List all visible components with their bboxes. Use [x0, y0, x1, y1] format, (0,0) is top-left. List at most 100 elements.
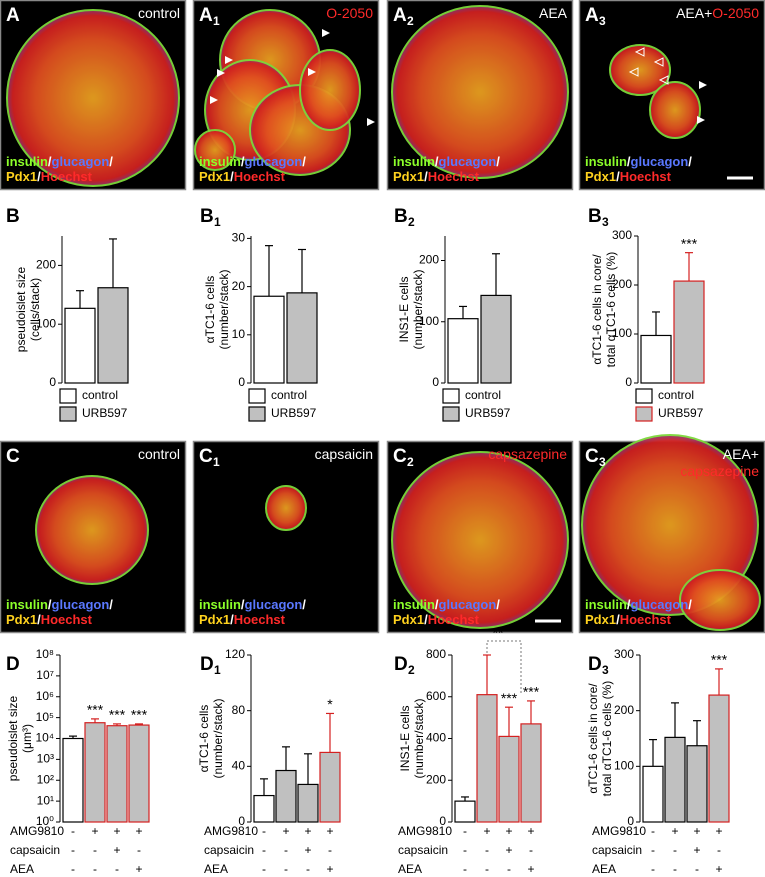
- panel-subscript: 1: [214, 215, 221, 229]
- condition-sign: -: [651, 824, 655, 838]
- condition-sign: -: [284, 862, 288, 876]
- stain-part: glucagon: [439, 597, 497, 612]
- y-tick-label: 80: [232, 703, 246, 717]
- bar: [642, 765, 664, 823]
- condition-sign: +: [135, 824, 142, 838]
- panel-subscript: 2: [407, 14, 414, 28]
- cell-cluster: [6, 9, 180, 187]
- condition-name: AEA: [398, 862, 422, 876]
- y-tick-label: 300: [612, 228, 632, 242]
- y-tick-label: 0: [238, 814, 245, 828]
- y-tick-label: 20: [232, 279, 246, 293]
- condition-label: capsazepine: [488, 446, 567, 462]
- stain-part: /: [109, 154, 113, 169]
- stain-part: Pdx1: [585, 612, 616, 627]
- stain-part: /: [424, 169, 428, 184]
- condition-part: capsaicin: [315, 446, 373, 462]
- condition-sign: -: [115, 862, 119, 876]
- y-tick-label: 300: [614, 647, 634, 661]
- stain-legend: insulin/glucagon/: [393, 154, 500, 169]
- condition-sign: -: [463, 862, 467, 876]
- significance: ***: [523, 684, 540, 700]
- condition-part: control: [138, 5, 180, 21]
- cell-cluster: [391, 5, 569, 179]
- image-panel: C 2capsazepineinsulin/glucagon/Pdx1/Hoech…: [386, 440, 574, 634]
- condition-sign: -: [717, 843, 721, 857]
- condition-sign: +: [693, 843, 700, 857]
- bar: [686, 745, 708, 823]
- stain-part: Pdx1: [393, 612, 424, 627]
- stain-part: /: [688, 597, 692, 612]
- condition-part: capsazepine: [488, 446, 567, 462]
- y-axis-label: (μm³): [20, 724, 34, 753]
- stain-part: /: [230, 169, 234, 184]
- stain-part: /: [230, 612, 234, 627]
- y-tick-label: 10⁶: [36, 689, 54, 703]
- bar: [476, 694, 498, 823]
- condition-sign: +: [326, 824, 333, 838]
- condition-label: AEA+: [723, 446, 759, 462]
- chart: B 3 αTC1-6 cells in core/total αTC1-6 cell…: [588, 206, 705, 422]
- stain-part: insulin: [393, 597, 435, 612]
- condition-sign: -: [137, 843, 141, 857]
- condition-sign: -: [651, 843, 655, 857]
- panel-letter: D: [200, 654, 214, 675]
- panel-subscript: 2: [408, 663, 415, 677]
- stain-part: insulin: [6, 154, 48, 169]
- stain-part: Pdx1: [393, 169, 424, 184]
- stain-legend: Pdx1/Hoechst: [585, 169, 672, 184]
- bar: [498, 735, 520, 823]
- panel-subscript: 3: [599, 14, 606, 28]
- stain-part: Pdx1: [6, 612, 37, 627]
- y-axis-label: αTC1-6 cells in core/: [586, 683, 600, 794]
- stain-part: /: [627, 597, 631, 612]
- condition-sign: -: [463, 843, 467, 857]
- cell-cluster: [265, 485, 307, 531]
- y-tick-label: 10: [232, 327, 246, 341]
- stain-part: /: [627, 154, 631, 169]
- stain-part: Hoechst: [428, 169, 480, 184]
- panel-subscript: 1: [214, 663, 221, 677]
- stain-part: Hoechst: [620, 169, 672, 184]
- stain-legend: insulin/glucagon/: [6, 597, 113, 612]
- cell-cluster: [679, 569, 761, 631]
- y-axis-label: total αTC1-6 cells (%): [604, 252, 618, 368]
- y-tick-label: 200: [419, 253, 439, 267]
- y-tick-label: 0: [49, 375, 56, 389]
- stain-legend: Pdx1/Hoechst: [585, 612, 672, 627]
- stain-part: /: [241, 154, 245, 169]
- condition-sign: -: [262, 843, 266, 857]
- legend-label: URB597: [82, 406, 128, 420]
- condition-label: O-2050: [326, 5, 373, 21]
- condition-part: AEA+: [723, 446, 759, 462]
- condition-sign: -: [673, 862, 677, 876]
- legend-swatch: [248, 388, 266, 404]
- bar: [253, 295, 285, 384]
- y-tick-label: 400: [426, 731, 446, 745]
- condition-sign: -: [262, 824, 266, 838]
- panel-subscript: 1: [213, 455, 220, 469]
- chart: B 2 INS1-E cells (number/stack) 0 100 200 contr…: [394, 206, 512, 422]
- y-tick-label: 200: [614, 703, 634, 717]
- panel-letter: D: [6, 654, 20, 675]
- condition-label: AEA+O-2050: [676, 5, 759, 21]
- image-panel: C 3AEA+capsazepineinsulin/glucagon/Pdx1/H…: [578, 434, 765, 634]
- stain-part: insulin: [393, 154, 435, 169]
- condition-sign: +: [527, 824, 534, 838]
- condition-sign: -: [71, 862, 75, 876]
- bar: [286, 292, 318, 384]
- stain-part: /: [435, 154, 439, 169]
- legend-label: control: [271, 388, 307, 402]
- condition-sign: +: [282, 824, 289, 838]
- stain-part: glucagon: [439, 154, 497, 169]
- y-tick-label: 10⁵: [36, 710, 54, 724]
- significance: ***: [711, 652, 728, 668]
- panel-letter: D: [588, 654, 602, 675]
- significance: ***: [87, 702, 104, 718]
- cell-cluster: [299, 49, 361, 131]
- y-axis-label: (number/stack): [217, 269, 231, 349]
